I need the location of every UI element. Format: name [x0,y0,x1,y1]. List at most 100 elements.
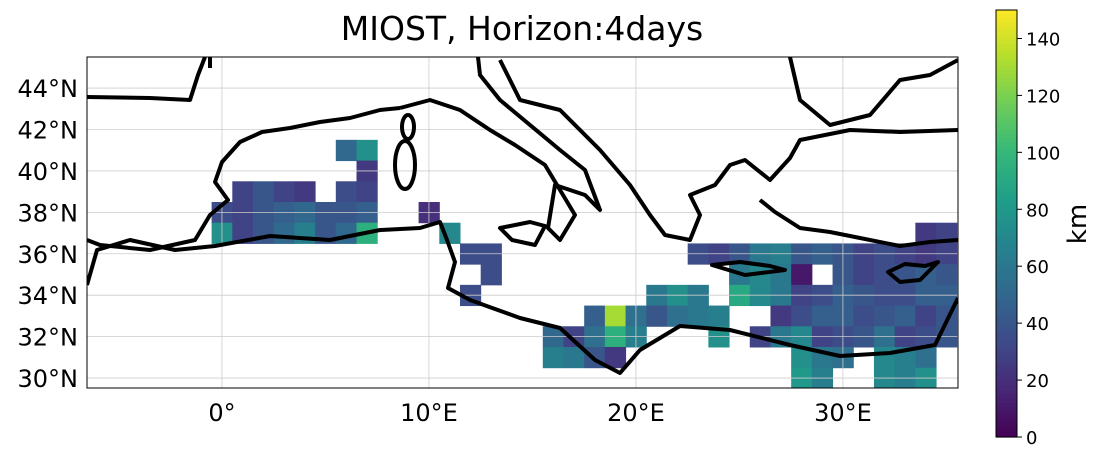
sicily [498,220,547,247]
grid-cell [853,305,875,327]
colorbar-swatch [996,308,1017,314]
colorbar-swatch [996,176,1017,182]
colorbar-swatch [996,56,1017,62]
grid-cell [666,305,689,327]
colorbar-swatch [996,291,1017,297]
colorbar-swatch [996,22,1017,28]
grid-cell [853,264,875,286]
colorbar-swatch [996,44,1017,50]
colorbar-swatch [996,253,1017,259]
colorbar-swatch [996,108,1017,114]
x-tick-label: 30°E [814,399,872,427]
colorbar-swatch [996,415,1017,421]
grid-cell [584,305,606,327]
y-tick-label: 32°N [18,324,79,352]
x-tick-label: 10°E [400,399,458,427]
grid-cell [873,346,896,369]
colorbar-swatch [996,428,1017,434]
grid-cell [232,181,254,203]
colorbar-swatch [996,202,1017,208]
sardinia [393,139,417,191]
colorbar-swatch [996,385,1017,391]
colorbar-label: km [1063,204,1093,244]
colorbar-swatch [996,210,1017,216]
colorbar-swatch [996,39,1017,45]
colorbar-swatch [996,381,1017,387]
colorbar-swatch [996,129,1017,135]
y-tick-label: 40°N [18,158,79,186]
colorbar-swatch [996,27,1017,32]
grid-cell [294,181,316,203]
colorbar-swatch [996,360,1017,366]
colorbar-swatch [996,69,1017,75]
y-tick-label: 30°N [18,365,79,393]
grid-cell [687,305,709,327]
colorbar-tick-label: 40 [1026,314,1049,335]
colorbar-swatch [996,18,1017,24]
colorbar-tick-label: 80 [1026,200,1049,221]
colorbar-swatch [996,82,1017,88]
colorbar-swatch [996,35,1017,41]
y-tick-label: 42°N [18,116,79,144]
y-tick-label: 34°N [18,282,79,310]
colorbar-swatch [996,424,1017,430]
colorbar-swatch [996,223,1017,229]
colorbar-swatch [996,432,1017,438]
colorbar-tick-label: 140 [1026,29,1060,50]
colorbar-swatch [996,163,1017,169]
colorbar-swatch [996,390,1017,395]
grid-cell [708,305,730,327]
grid-cell [604,346,627,369]
crete [710,260,787,277]
colorbar-swatch [996,355,1017,361]
balkans-coast [498,57,958,248]
colorbar-swatch [996,65,1017,71]
colorbar-swatch [996,103,1017,109]
x-tick-label: 0° [208,399,235,427]
colorbar-swatch [996,206,1017,212]
colorbar-swatch [996,317,1017,323]
grid-cell [915,346,937,369]
colorbar-swatch [996,95,1017,101]
colorbar-swatch [996,394,1017,400]
colorbar-swatch [996,121,1017,126]
colorbar-tick-label: 20 [1026,371,1049,392]
colorbar-swatch [996,398,1017,404]
colorbar-swatch [996,14,1017,20]
corsica [400,113,416,141]
colorbar-swatch [996,172,1017,178]
grid-cell [915,305,937,327]
iberia-coast [87,57,401,252]
grid-cell [894,305,916,327]
colorbar-swatch [996,214,1017,220]
colorbar-swatch [996,249,1017,254]
colorbar-swatch [996,372,1017,378]
colorbar-swatch [996,368,1017,374]
colorbar-swatch [996,407,1017,412]
grid-cell [915,222,937,244]
grid-cell [273,222,295,244]
colorbar-swatch [996,86,1017,92]
grid-cell [563,346,585,369]
y-tick-label: 36°N [18,241,79,269]
colorbar-swatch [996,185,1017,190]
colorbar-swatch [996,419,1017,425]
coastlines [87,57,958,375]
colorbar: 0 20 40 60 80 100 120 140 [995,9,1060,449]
grid-cell [273,181,295,203]
colorbar-swatch [996,48,1017,54]
grid-cell [542,346,564,369]
colorbar-swatch [996,236,1017,242]
colorbar-frame [995,9,1018,438]
colorbar-swatch [996,125,1017,131]
colorbar-swatch [996,240,1017,246]
grid-cell [335,139,357,162]
colorbar-swatch [996,150,1017,156]
colorbar-swatch [996,146,1017,152]
grid [87,57,958,388]
colorbar-swatch [996,189,1017,195]
colorbar-tick-label: 0 [1026,428,1037,449]
colorbar-swatch [996,159,1017,165]
colorbar-swatch [996,325,1017,331]
